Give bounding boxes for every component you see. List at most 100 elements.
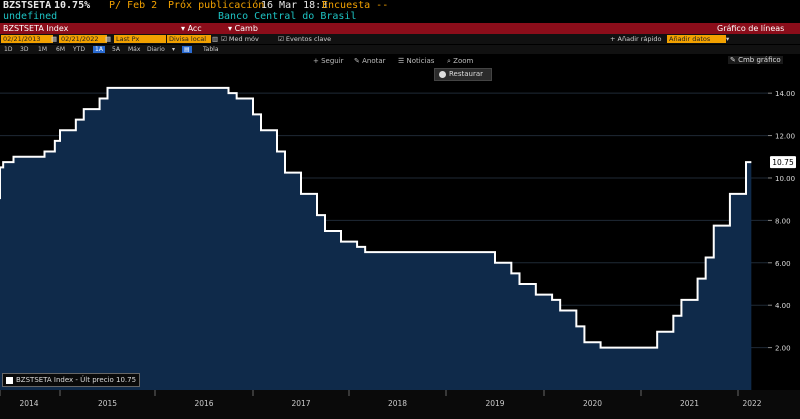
data-point: [656, 331, 658, 333]
chart-type-title: Gráfico de líneas: [717, 24, 785, 33]
calendar-icon[interactable]: ▦: [51, 35, 58, 43]
data-point: [535, 294, 537, 296]
last-value-tag: 10.75: [770, 156, 796, 169]
fields-row: 02/21/2013 ▦ 02/21/2022 ▦ Last Px Divisa…: [0, 34, 800, 44]
data-point: [672, 315, 674, 317]
data-point: [99, 97, 101, 99]
data-point: [750, 161, 752, 163]
last-value-box: [770, 156, 796, 169]
end-date-field[interactable]: 02/21/2022: [59, 35, 107, 43]
data-point: [59, 129, 61, 131]
y-tick-label: 10.00: [775, 175, 795, 183]
change-chart-button[interactable]: ✎ Cmb gráfico: [728, 56, 783, 64]
restore-icon: [439, 70, 446, 78]
data-point: [54, 140, 56, 142]
data-point: [44, 150, 46, 152]
x-tick-label: 2014: [19, 399, 38, 408]
data-point: [551, 299, 553, 301]
annotate-button[interactable]: ✎ Anotar: [354, 57, 386, 65]
news-icon: ☰: [398, 57, 407, 65]
period-3d[interactable]: 3D: [20, 46, 29, 53]
chevron-down-icon[interactable]: ▾: [172, 46, 176, 53]
data-point: [697, 278, 699, 280]
add-data-field[interactable]: Añadir datos: [667, 35, 726, 43]
period-max[interactable]: Máx: [128, 46, 141, 53]
search-icon: ⌕: [447, 57, 454, 65]
subheader-row: undefined Banco Central do Brasil: [0, 11, 800, 22]
last-value-label: 10.75: [772, 158, 794, 167]
data-point: [324, 230, 326, 232]
data-point: [356, 246, 358, 248]
follow-button[interactable]: + Seguir: [313, 57, 344, 65]
camb-dropdown[interactable]: ▾ Camb: [228, 24, 258, 33]
y-tick-label: 2.00: [775, 345, 791, 353]
data-point: [2, 161, 4, 163]
frequency-dropdown[interactable]: Diario: [147, 46, 165, 53]
toolbar-bar: BZSTSETA Index ▾ Acc ▾ Camb Gráfico de l…: [0, 23, 800, 34]
calendar-icon[interactable]: ▦: [105, 35, 112, 43]
period-1a[interactable]: 1A: [93, 46, 105, 53]
pencil-icon: ✎: [354, 57, 363, 65]
period-5a[interactable]: 5A: [112, 46, 120, 53]
data-point: [713, 225, 715, 227]
period-1d[interactable]: 1D: [4, 46, 13, 53]
last-price-field[interactable]: Last Px: [114, 35, 166, 43]
checkbox-icon: ☑: [221, 35, 229, 43]
data-point: [284, 172, 286, 174]
data-point: [510, 272, 512, 274]
data-point: [680, 299, 682, 301]
pencil-icon: ✎: [730, 56, 739, 64]
data-point: [13, 156, 15, 158]
y-tick-label: 4.00: [775, 302, 791, 310]
y-axis-panel: [768, 55, 800, 390]
data-point: [600, 347, 602, 349]
data-point: [316, 214, 318, 216]
dropdown-icon[interactable]: ▾: [726, 35, 730, 43]
data-point: [340, 241, 342, 243]
next-publication-label: Próx publicación: [168, 0, 265, 11]
y-tick-label: 6.00: [775, 260, 791, 268]
quick-add-button[interactable]: + Añadir rápido: [610, 35, 662, 43]
data-point: [276, 150, 278, 152]
plus-icon: +: [313, 57, 322, 65]
start-date-field[interactable]: 02/21/2013: [1, 35, 53, 43]
data-point: [559, 309, 561, 311]
y-tick-label: 14.00: [775, 90, 795, 98]
period-ytd[interactable]: YTD: [73, 46, 85, 53]
x-tick-label: 2015: [98, 399, 117, 408]
x-tick-label: 2021: [680, 399, 699, 408]
data-point: [252, 113, 254, 115]
period-label: P/ Feb 2: [109, 0, 158, 11]
source-label: Banco Central do Brasil: [218, 11, 357, 22]
survey-label: Encuesta --: [322, 0, 389, 11]
series-line: [0, 86, 752, 349]
restore-button[interactable]: Restaurar: [434, 68, 492, 81]
zoom-button[interactable]: ⌕ Zoom: [447, 57, 474, 65]
x-tick-label: 2016: [194, 399, 213, 408]
news-button[interactable]: ☰ Noticias: [398, 57, 435, 65]
table-icon[interactable]: ▤: [182, 46, 192, 53]
data-point: [228, 92, 230, 94]
currency-field[interactable]: Divisa local: [167, 35, 211, 43]
data-point: [575, 325, 577, 327]
legend-value: 10.75: [116, 376, 137, 384]
x-axis: 2014 2015 2016 2017 2018 2019 2020 2021 2022: [0, 390, 762, 408]
x-tick-label: 2019: [485, 399, 504, 408]
x-axis-panel: [0, 390, 800, 419]
acc-dropdown[interactable]: ▾ Acc: [181, 24, 202, 33]
period-6m[interactable]: 6M: [56, 46, 65, 53]
chart-icon[interactable]: ▥: [212, 35, 219, 43]
plus-icon: +: [610, 35, 618, 43]
moving-average-toggle[interactable]: ☑ Med móv: [221, 35, 259, 43]
data-point: [83, 108, 85, 110]
data-point: [583, 341, 585, 343]
ticker-label: BZSTSETA: [3, 0, 52, 11]
key-events-toggle[interactable]: ☑ Eventos clave: [278, 35, 332, 43]
period-row: 1D 3D 1M 6M YTD 1A 5A Máx Diario ▾ ▤ Tab…: [0, 45, 800, 54]
data-point: [519, 283, 521, 285]
data-point: [729, 193, 731, 195]
legend-label: BZSTSETA Index - Últ precio: [16, 376, 114, 384]
table-button[interactable]: Tabla: [203, 46, 219, 53]
period-1m[interactable]: 1M: [38, 46, 47, 53]
